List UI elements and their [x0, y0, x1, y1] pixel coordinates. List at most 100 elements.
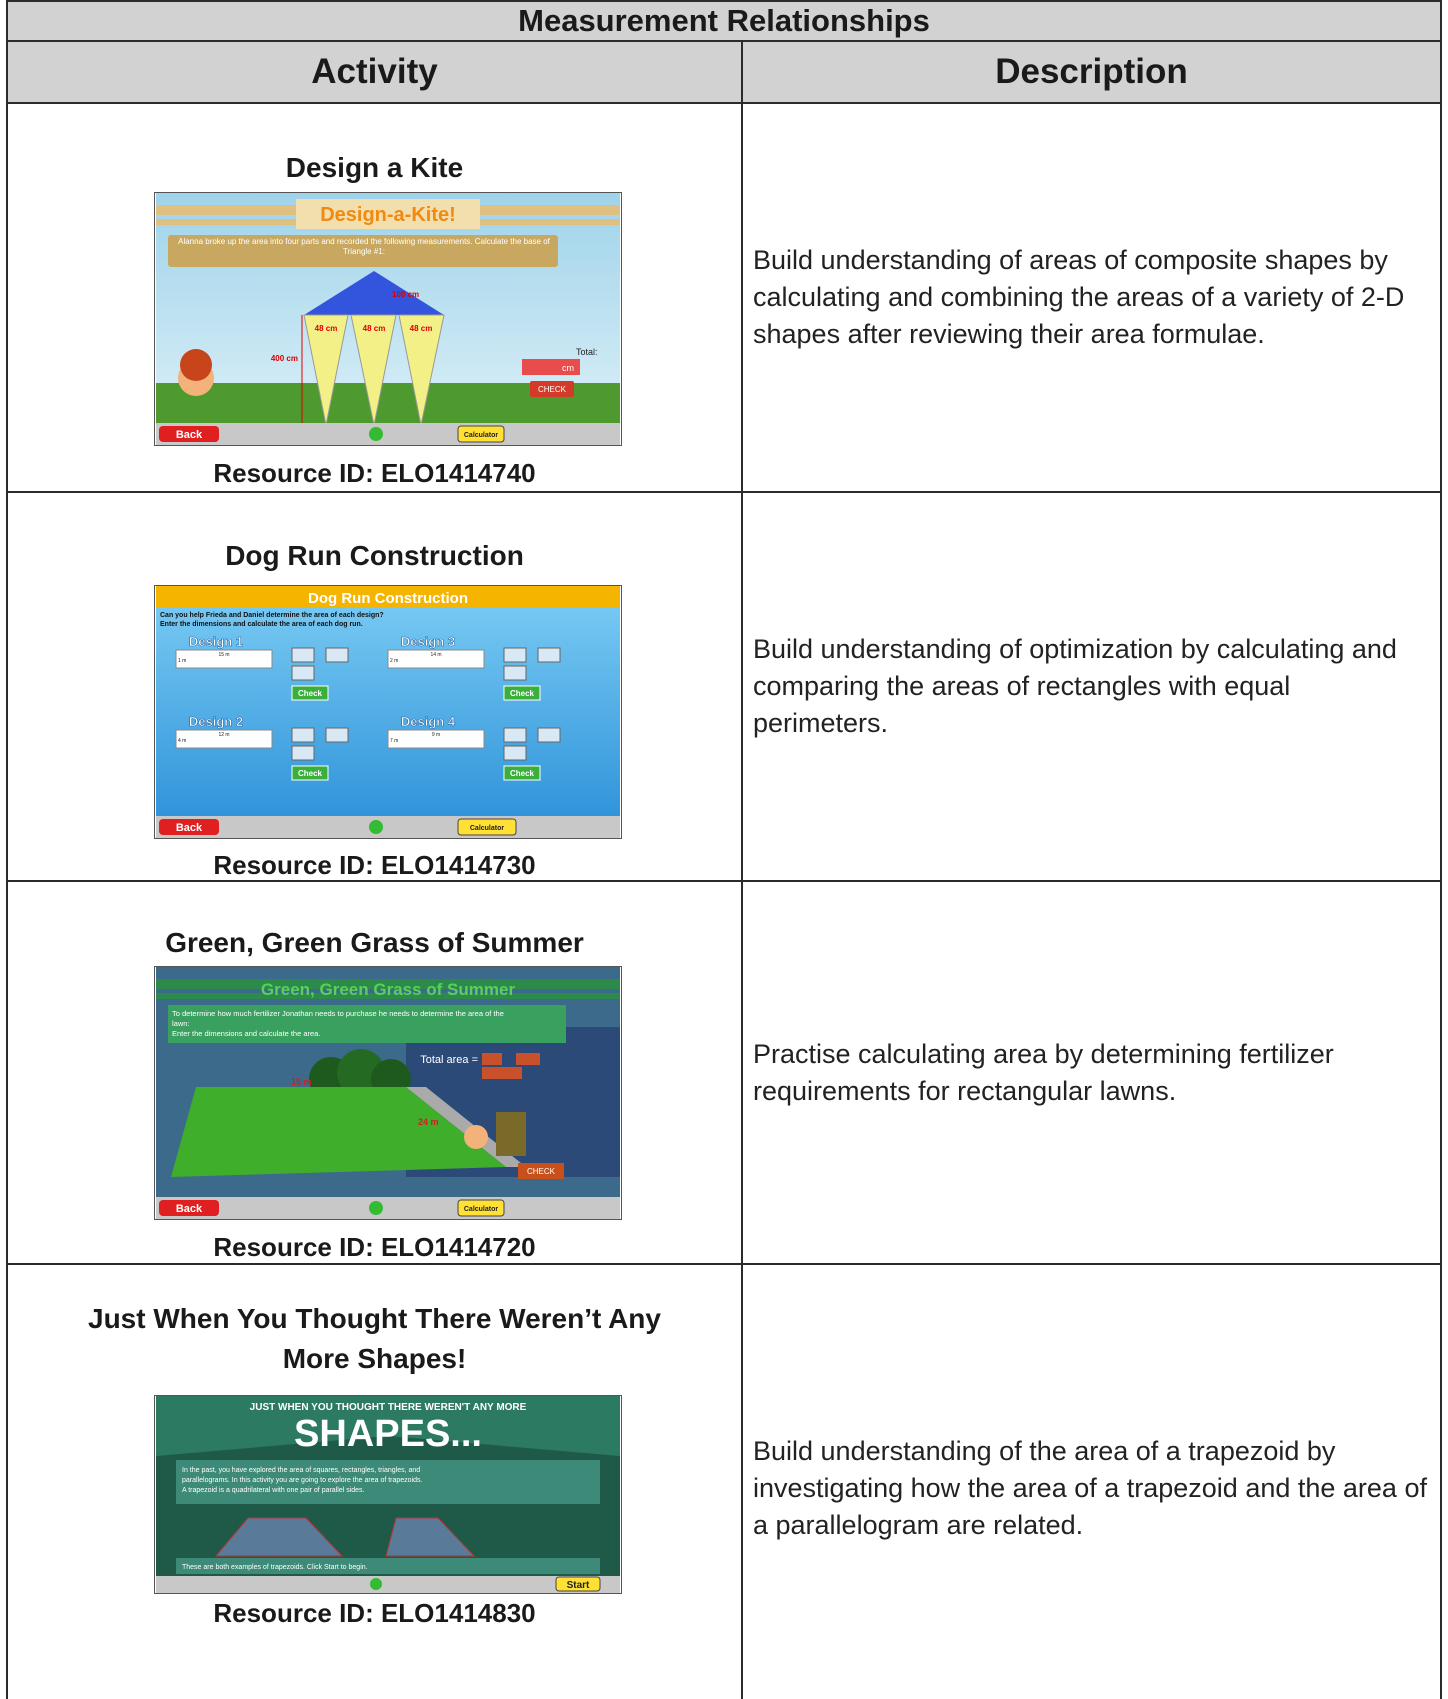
calculator-button: Calculator — [470, 825, 505, 832]
design-label: Design 3 — [401, 634, 455, 649]
input-box — [291, 727, 315, 743]
activity-cell: Green, Green Grass of Summer Green, Gree… — [6, 880, 743, 1265]
calculator-button: Calculator — [464, 1206, 499, 1213]
screenshot: JUST WHEN YOU THOUGHT THERE WEREN'T ANY … — [154, 1395, 622, 1594]
check-button — [503, 765, 541, 781]
check-button — [291, 765, 329, 781]
resource-id: Resource ID: ELO1414740 — [213, 458, 536, 488]
screen-title: Green, Green Grass of Summer — [261, 980, 516, 999]
description: Build understanding of areas of composit… — [753, 245, 1405, 349]
screen-kicker: JUST WHEN YOU THOUGHT THERE WEREN'T ANY … — [250, 1402, 527, 1413]
screenshot: Green, Green Grass of Summer To determin… — [154, 966, 622, 1220]
screen-instructions: Alanna broke up the area into four parts… — [178, 237, 550, 256]
screenshot-shape — [214, 1517, 344, 1557]
screenshot-shape — [555, 1576, 601, 1592]
screenshot-shape — [296, 199, 480, 229]
measure-label: 48 cm — [410, 324, 433, 333]
screenshot-shape — [518, 1163, 564, 1179]
back-button: Back — [176, 822, 203, 834]
design-rect — [387, 649, 485, 669]
screenshot-shape — [156, 1576, 620, 1593]
screenshot-shape — [350, 314, 397, 426]
screenshot-shape — [398, 314, 445, 426]
screen-instructions: lawn: — [172, 1019, 190, 1028]
screenshot: Design-a-Kite! Alanna broke up the area … — [154, 192, 622, 446]
input-box — [503, 727, 527, 743]
screenshot-shape — [156, 423, 620, 445]
screenshot-shape — [159, 819, 219, 835]
screenshot-shape — [457, 1199, 505, 1217]
length-label: 15 m — [218, 652, 229, 658]
measure-label: 100 cm — [392, 290, 419, 299]
screen-title: Dog Run Construction — [308, 590, 468, 607]
activity-cell: Dog Run Construction Dog Run Constructio… — [6, 491, 743, 882]
check-label: Check — [510, 689, 535, 698]
width-label: 1 m — [178, 658, 186, 664]
screenshot-shape — [457, 425, 505, 443]
screenshot-shape — [522, 359, 580, 375]
check-button: CHECK — [538, 385, 567, 394]
screenshot-shape — [159, 426, 219, 442]
measure-label: 400 cm — [271, 354, 298, 363]
measure-label: 48 cm — [363, 324, 386, 333]
screen-instructions: Enter the dimensions and calculate the a… — [172, 1029, 320, 1038]
back-button: Back — [176, 429, 203, 441]
table-title: Measurement Relationships — [6, 0, 1442, 42]
screenshot-shape — [303, 314, 349, 426]
check-button: CHECK — [527, 1167, 556, 1176]
measure-label: 15 m — [291, 1077, 312, 1087]
screenshot-shape — [516, 1053, 540, 1065]
screenshot-shape — [156, 1197, 620, 1219]
activity-title: Just When You Thought There Weren’t Any … — [88, 1303, 661, 1374]
description-cell: Build understanding of areas of composit… — [741, 102, 1442, 493]
screenshot-shape — [369, 820, 383, 834]
screen-instructions: In the past, you have explored the area … — [182, 1467, 420, 1474]
check-label: Check — [510, 769, 535, 778]
measure-label: 48 cm — [315, 324, 338, 333]
column-header: Description — [741, 40, 1442, 104]
width-label: 7 m — [390, 738, 398, 744]
screenshot-shape — [156, 586, 620, 838]
screenshot-shape — [457, 818, 517, 836]
unit-label: cm — [562, 363, 574, 373]
screenshot-shape: Alanna broke up the area into four parts… — [178, 237, 550, 256]
screenshot-shape — [159, 1200, 219, 1216]
check-button — [291, 685, 329, 701]
screenshot-shape — [156, 979, 620, 989]
input-box — [325, 727, 349, 743]
calculator-button: Calculator — [464, 432, 499, 439]
description-cell: Practise calculating area by determining… — [741, 880, 1442, 1265]
screenshot-shape — [385, 1517, 476, 1557]
description: Build understanding of optimization by c… — [753, 634, 1397, 738]
description: Build understanding of the area of a tra… — [753, 1436, 1427, 1540]
length-label: 14 m — [430, 652, 441, 658]
screen-instructions: parallelograms. In this activity you are… — [182, 1477, 423, 1484]
length-label: 9 m — [432, 732, 440, 738]
screenshot-shape — [168, 235, 558, 267]
screenshot-shape — [304, 271, 444, 315]
input-box — [291, 745, 315, 761]
input-box — [291, 665, 315, 681]
screenshot-shape — [156, 816, 620, 838]
column-header: Activity — [6, 40, 743, 104]
check-label: Check — [298, 689, 323, 698]
length-label: 12 m — [218, 732, 229, 738]
description-cell: Build understanding of optimization by c… — [741, 491, 1442, 882]
screen-instructions: Enter the dimensions and calculate the a… — [160, 621, 363, 628]
screenshot-shape — [482, 1067, 522, 1079]
screenshot-shape — [171, 1087, 506, 1177]
activity-title: Green, Green Grass of Summer — [165, 927, 584, 958]
check-button — [503, 685, 541, 701]
measure-label: 24 m — [418, 1117, 439, 1127]
screenshot: Dog Run Construction Can you help Frieda… — [154, 585, 622, 839]
screen-title: Design-a-Kite! — [320, 204, 456, 226]
screenshot-shape — [176, 1460, 600, 1504]
input-box — [537, 647, 561, 663]
total-area-label: Total area = — [420, 1054, 478, 1066]
screenshot-shape — [530, 381, 574, 397]
screenshot-shape — [464, 1125, 488, 1149]
design-rect — [175, 729, 273, 749]
design-label: Design 4 — [401, 714, 456, 729]
